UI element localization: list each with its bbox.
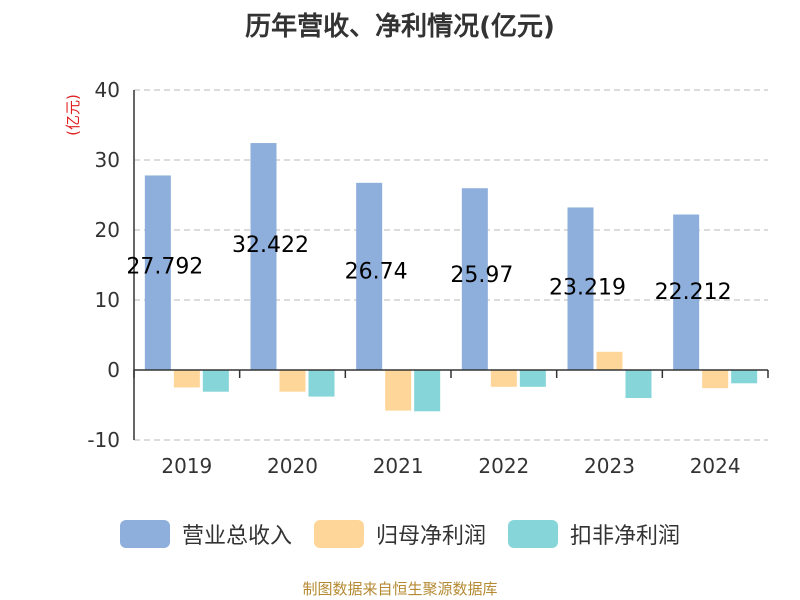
data-label: 22.212 [655, 280, 732, 305]
bar-3-2022 [519, 370, 546, 387]
x-tick-label: 2020 [267, 454, 318, 478]
bar-2-2022 [490, 370, 517, 387]
legend-item[interactable]: 扣非净利润 [508, 518, 680, 550]
legend-swatch [119, 520, 170, 548]
bars [144, 143, 758, 412]
bar-2-2019 [173, 370, 200, 388]
bar-1-2024 [673, 214, 700, 370]
bar-2-2023 [596, 351, 623, 370]
y-axis-label: (亿元) [64, 94, 82, 136]
data-label: 23.219 [549, 276, 626, 301]
y-tick-label: 10 [95, 288, 120, 312]
legend-label: 扣非净利润 [570, 524, 681, 549]
bar-3-2023 [625, 370, 652, 398]
x-tick-label: 2024 [690, 454, 741, 478]
legend: 营业总收入 归母净利润 扣非净利润 [0, 518, 800, 550]
bar-1-2021 [356, 182, 383, 370]
axes: 40 30 20 10 0 -10 2019 2020 2021 2022 2023 2024 [87, 78, 769, 478]
data-label: 26.74 [345, 259, 408, 284]
bar-3-2019 [202, 370, 229, 392]
x-tick-label: 2019 [161, 454, 212, 478]
bar-3-2020 [308, 370, 335, 397]
bar-2-2020 [279, 370, 306, 392]
bar-2-2024 [702, 370, 729, 389]
legend-swatch [313, 520, 364, 548]
y-tick-label: 20 [95, 218, 120, 242]
x-tick-label: 2023 [584, 454, 635, 478]
x-tick-label: 2021 [373, 454, 424, 478]
y-tick-label: 0 [107, 358, 120, 382]
data-label: 27.792 [126, 254, 203, 279]
bar-2-2021 [385, 370, 412, 411]
bar-3-2024 [731, 370, 758, 384]
data-label: 32.422 [232, 233, 309, 258]
bar-3-2021 [414, 370, 441, 412]
legend-item[interactable]: 营业总收入 [119, 518, 292, 550]
bar-1-2023 [567, 207, 594, 370]
source-note: 制图数据来自恒生聚源数据库 [302, 580, 498, 598]
gridlines [134, 89, 768, 441]
chart-title: 历年营收、净利情况(亿元) [245, 12, 555, 42]
bar-1-2020 [250, 143, 277, 370]
legend-item[interactable]: 归母净利润 [313, 518, 486, 550]
y-tick-label: -10 [87, 428, 120, 452]
data-labels: 27.792 32.422 26.74 25.97 23.219 22.212 [126, 233, 731, 305]
bar-1-2019 [144, 175, 171, 370]
legend-label: 归母净利润 [375, 524, 486, 549]
y-tick-label: 40 [95, 78, 120, 102]
x-tick-label: 2022 [478, 454, 529, 478]
legend-label: 营业总收入 [181, 524, 292, 549]
y-tick-label: 30 [95, 148, 120, 172]
bar-1-2022 [461, 188, 488, 370]
data-label: 25.97 [450, 263, 513, 288]
legend-swatch [508, 520, 558, 548]
